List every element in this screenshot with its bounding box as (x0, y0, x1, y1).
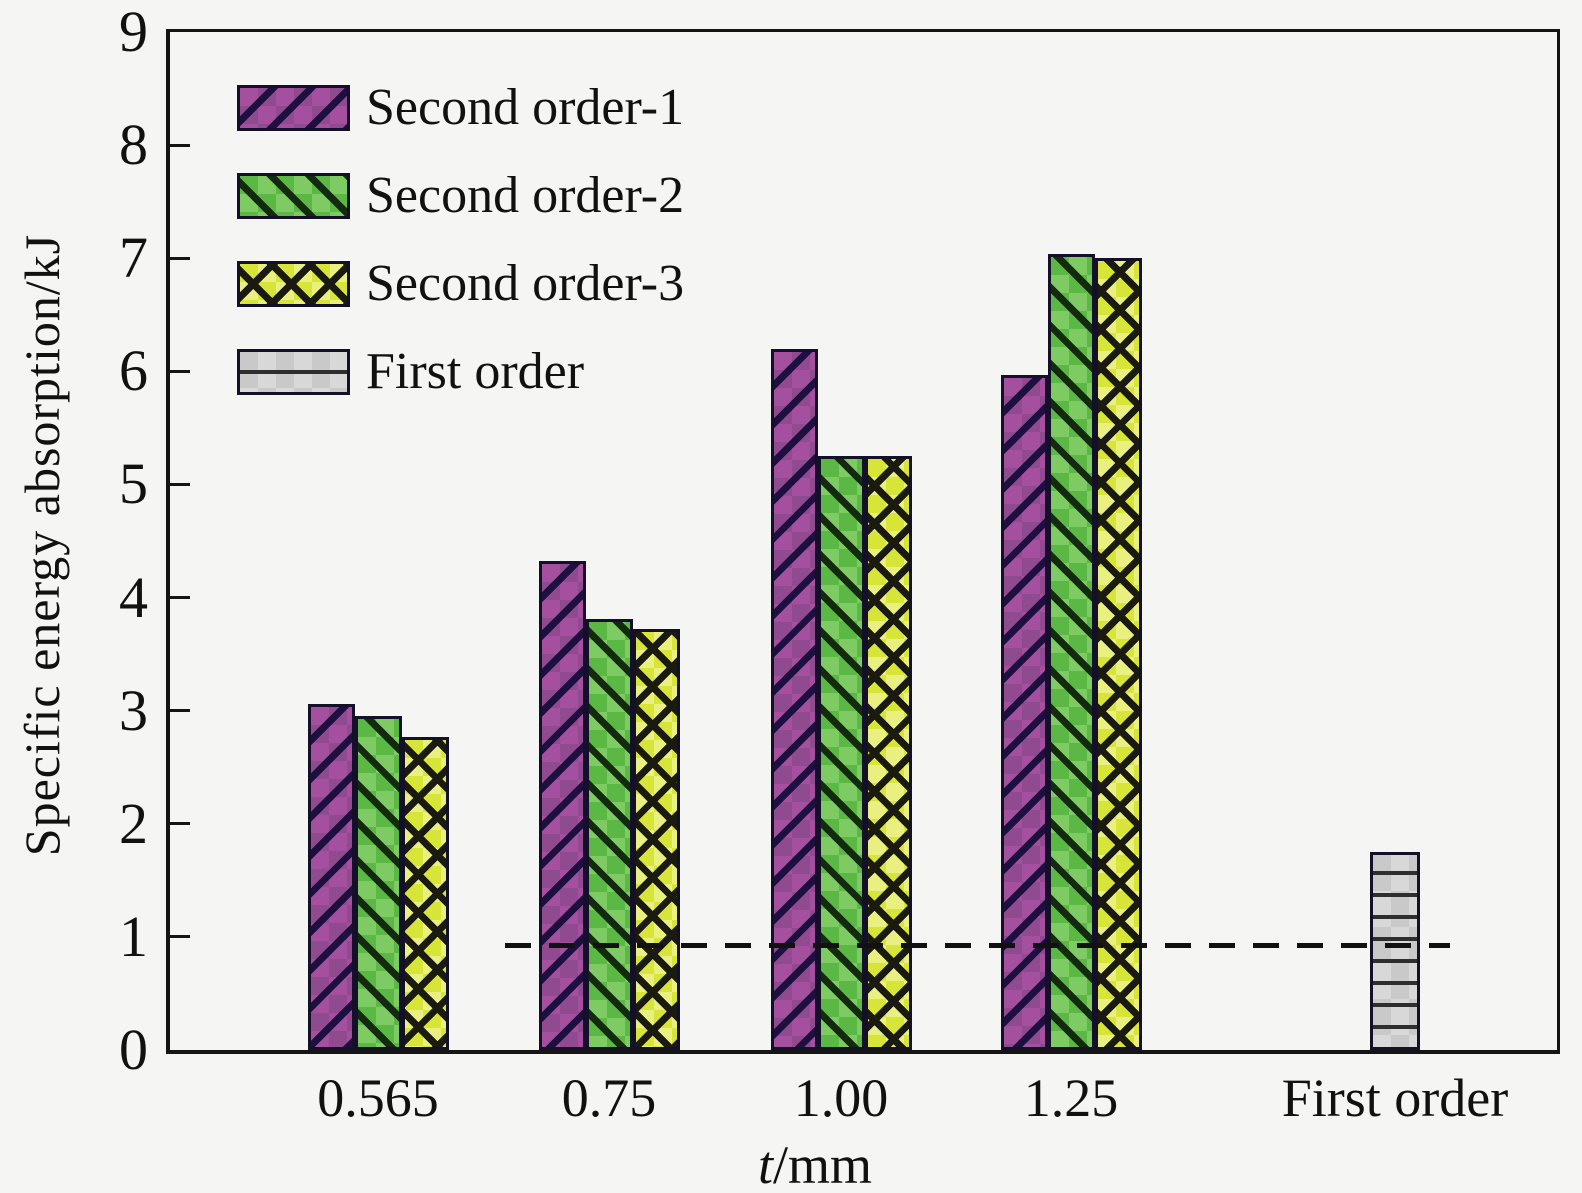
plot-frame-left (166, 29, 170, 1054)
bar-second-order-2-1.00 (817, 456, 865, 1050)
x-tick-label: 1.00 (793, 1068, 889, 1128)
plot-frame-bottom (166, 1050, 1560, 1054)
plot-frame-right (1557, 29, 1560, 1054)
y-tick-label: 0 (119, 1017, 148, 1082)
legend-swatch-cross-diagonal (237, 261, 350, 307)
bar-second-order-3-0.565 (401, 736, 449, 1050)
plot-frame-top (170, 29, 1560, 32)
y-tick (170, 935, 190, 939)
x-axis-title-symbol: t (757, 1135, 773, 1193)
y-tick-label: 1 (119, 903, 148, 969)
legend-label: Second order-1 (366, 79, 685, 136)
bar-second-order-1-1.00 (770, 348, 818, 1050)
bar-second-order-2-0.565 (354, 716, 402, 1050)
y-tick-label: 7 (119, 225, 148, 291)
y-tick (170, 822, 190, 826)
bar-second-order-3-1.25 (1094, 258, 1142, 1050)
y-tick-label: 3 (119, 677, 148, 743)
y-tick-label: 2 (119, 790, 148, 856)
bar-second-order-3-0.75 (632, 629, 680, 1050)
x-axis-title-unit: /mm (773, 1135, 873, 1193)
x-tick-label: 0.565 (317, 1068, 439, 1128)
y-tick (170, 369, 190, 373)
bar-second-order-1-0.75 (538, 561, 586, 1050)
legend-label: Second order-2 (366, 167, 685, 224)
x-tick-label: 0.75 (561, 1068, 657, 1128)
x-tick-label: 1.25 (1023, 1068, 1119, 1128)
legend-label: Second order-3 (366, 255, 685, 312)
bar-second-order-1-0.565 (307, 703, 355, 1050)
y-tick-label: 8 (119, 112, 148, 178)
legend-swatch-forward-diagonal (237, 85, 350, 131)
legend-swatch-horizontal (237, 349, 350, 395)
y-tick-label: 4 (119, 564, 148, 630)
legend-label: First order (366, 343, 585, 400)
y-tick (170, 709, 190, 713)
y-tick-label: 9 (119, 0, 148, 64)
bar-second-order-2-1.25 (1047, 253, 1095, 1050)
y-tick-label: 5 (119, 451, 148, 517)
bar-second-order-3-1.00 (864, 456, 912, 1050)
y-tick (170, 482, 190, 486)
reference-line (505, 942, 1450, 948)
x-tick-label: First order (1281, 1068, 1509, 1128)
y-tick (170, 143, 190, 147)
bar-second-order-1-1.25 (1000, 374, 1048, 1050)
y-tick-label: 6 (119, 338, 148, 404)
legend-swatch-backward-diagonal (237, 173, 350, 219)
y-tick (170, 256, 190, 260)
y-tick (170, 596, 190, 600)
x-axis-title: t/mm (615, 1136, 1015, 1193)
bar-second-order-2-0.75 (585, 619, 633, 1050)
bar-first-order-first-order (1370, 852, 1420, 1050)
